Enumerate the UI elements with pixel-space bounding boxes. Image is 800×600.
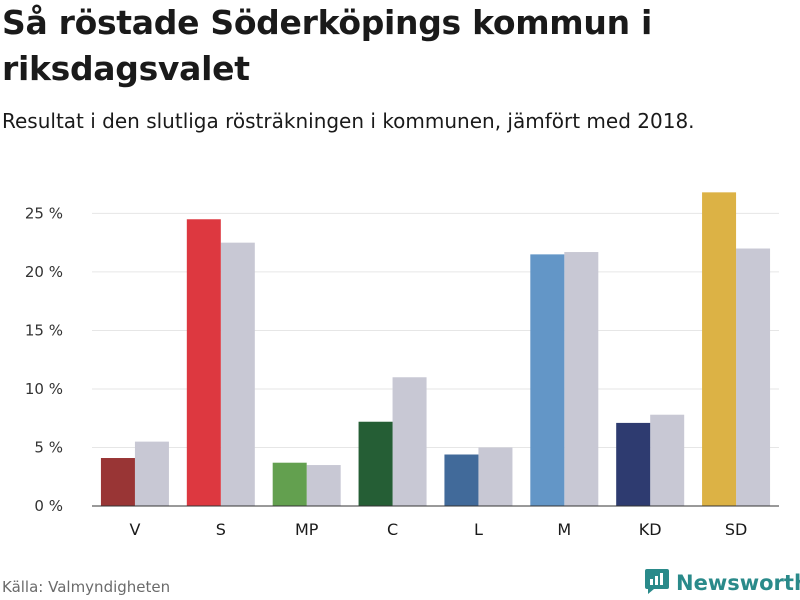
y-tick-label: 5 % (34, 438, 63, 456)
y-tick-label: 15 % (25, 321, 63, 339)
x-tick-label: C (387, 520, 398, 539)
bar-2018-l (478, 447, 513, 506)
bar-2022-sd (702, 192, 737, 506)
y-tick-label: 0 % (34, 497, 63, 515)
x-tick-label: V (129, 520, 140, 539)
x-tick-label: KD (639, 520, 662, 539)
bar-2022-mp (272, 462, 307, 506)
bar-2022-l (444, 454, 479, 506)
chart-title: Så röstade Söderköpings kommun i riksdag… (2, 3, 652, 88)
bar-2022-kd (616, 422, 651, 506)
bar-2022-v (100, 458, 135, 506)
brand-name: Newsworthy (676, 571, 800, 595)
bar-2022-s (186, 219, 221, 506)
newsworthy-logo-icon (644, 567, 670, 599)
brand-logo: Newsworthy (644, 568, 800, 598)
bar-2022-c (358, 421, 393, 506)
bar-2018-mp (306, 465, 341, 506)
y-tick-label: 25 % (25, 204, 63, 222)
y-tick-label: 10 % (25, 380, 63, 398)
x-tick-label: SD (725, 520, 747, 539)
bar-2022-m (530, 254, 565, 506)
bar-2018-kd (650, 414, 685, 506)
x-tick-label: S (216, 520, 226, 539)
y-tick-label: 20 % (25, 263, 63, 281)
x-tick-label: L (474, 520, 483, 539)
x-tick-label: M (557, 520, 571, 539)
source-note: Källa: Valmyndigheten (2, 578, 171, 596)
bar-2018-c (392, 377, 427, 506)
bar-2018-s (220, 242, 255, 506)
bar-2018-m (564, 252, 599, 506)
bar-2018-v (134, 441, 169, 506)
bar-2018-sd (736, 248, 771, 506)
chart-subtitle: Resultat i den slutliga rösträkningen i … (2, 109, 695, 133)
x-tick-label: MP (295, 520, 319, 539)
